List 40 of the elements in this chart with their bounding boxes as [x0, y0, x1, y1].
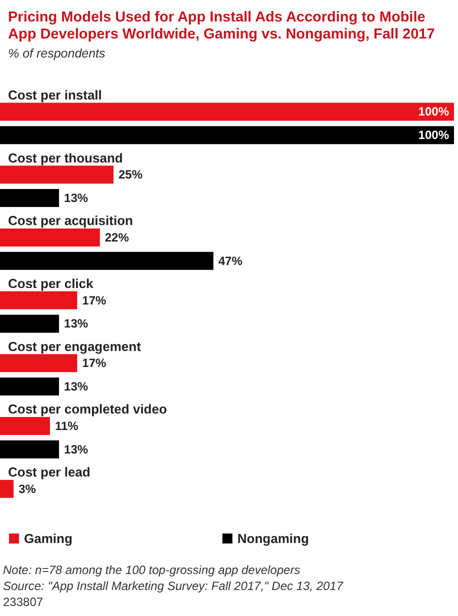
bar [0, 252, 214, 270]
bar [0, 440, 60, 458]
data-label: 25% [118, 168, 143, 182]
bar [0, 354, 78, 372]
y-tick-label: Cost per engagement [8, 338, 142, 354]
source-note: Source: "App Install Marketing Survey: Fall 2017," Dec 13, 2017 [3, 579, 344, 593]
y-tick-label: Cost per completed video [8, 402, 167, 417]
data-label: 100% [418, 128, 450, 142]
bar [0, 291, 78, 310]
bar [0, 126, 454, 144]
text: 233807 [3, 595, 44, 609]
bar [0, 480, 14, 498]
bar [0, 378, 60, 396]
legend-label: Gaming [24, 531, 72, 546]
data-label: 3% [18, 482, 36, 496]
y-tick-label: Cost per thousand [8, 150, 123, 166]
data-label: 100% [418, 104, 450, 119]
data-label: 13% [64, 442, 88, 456]
data-label: 11% [54, 419, 79, 434]
data-label: 22% [104, 230, 130, 244]
data-label: 47% [218, 254, 243, 268]
chart-title: Pricing Models Used for App Install Ads According to Mobile App Developers Worldwide, Gaming vs. Nongaming, Fall 2017 [8, 10, 435, 42]
data-label: 13% [64, 190, 88, 205]
bar [0, 188, 60, 207]
y-tick-label: Cost per acquisition [8, 213, 134, 228]
legend-label: Nongaming [237, 531, 309, 546]
data-label: 13% [64, 380, 88, 394]
data-label: 13% [64, 316, 88, 331]
bar [0, 417, 50, 436]
bar [0, 228, 100, 246]
bar [0, 314, 60, 333]
data-label: 17% [82, 293, 107, 308]
data-label: 17% [82, 356, 107, 370]
y-tick-label: Cost per install [8, 87, 102, 102]
text: Note: n=78 among the 100 top-grossing app developers [3, 563, 300, 577]
y-tick-label: Cost per lead [8, 464, 90, 480]
bar [0, 102, 454, 121]
chart-subtitle: % of respondents [8, 46, 106, 60]
y-tick-label: Cost per click [8, 276, 94, 291]
bar [0, 166, 114, 184]
